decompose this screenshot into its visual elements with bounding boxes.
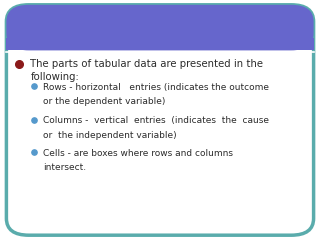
Text: Cells - are boxes where rows and columns: Cells - are boxes where rows and columns — [43, 149, 233, 158]
Bar — [6, 38, 314, 50]
Text: or the dependent variable): or the dependent variable) — [43, 97, 165, 106]
Text: following:: following: — [30, 72, 79, 82]
FancyBboxPatch shape — [6, 5, 314, 235]
Text: Columns -  vertical  entries  (indicates  the  cause: Columns - vertical entries (indicates th… — [43, 116, 269, 125]
Text: Rows - horizontal   entries (indicates the outcome: Rows - horizontal entries (indicates the… — [43, 83, 269, 92]
Text: intersect.: intersect. — [43, 163, 86, 172]
Text: The parts of tabular data are presented in the: The parts of tabular data are presented … — [30, 59, 263, 69]
FancyBboxPatch shape — [6, 5, 314, 50]
Text: or  the independent variable): or the independent variable) — [43, 131, 177, 140]
